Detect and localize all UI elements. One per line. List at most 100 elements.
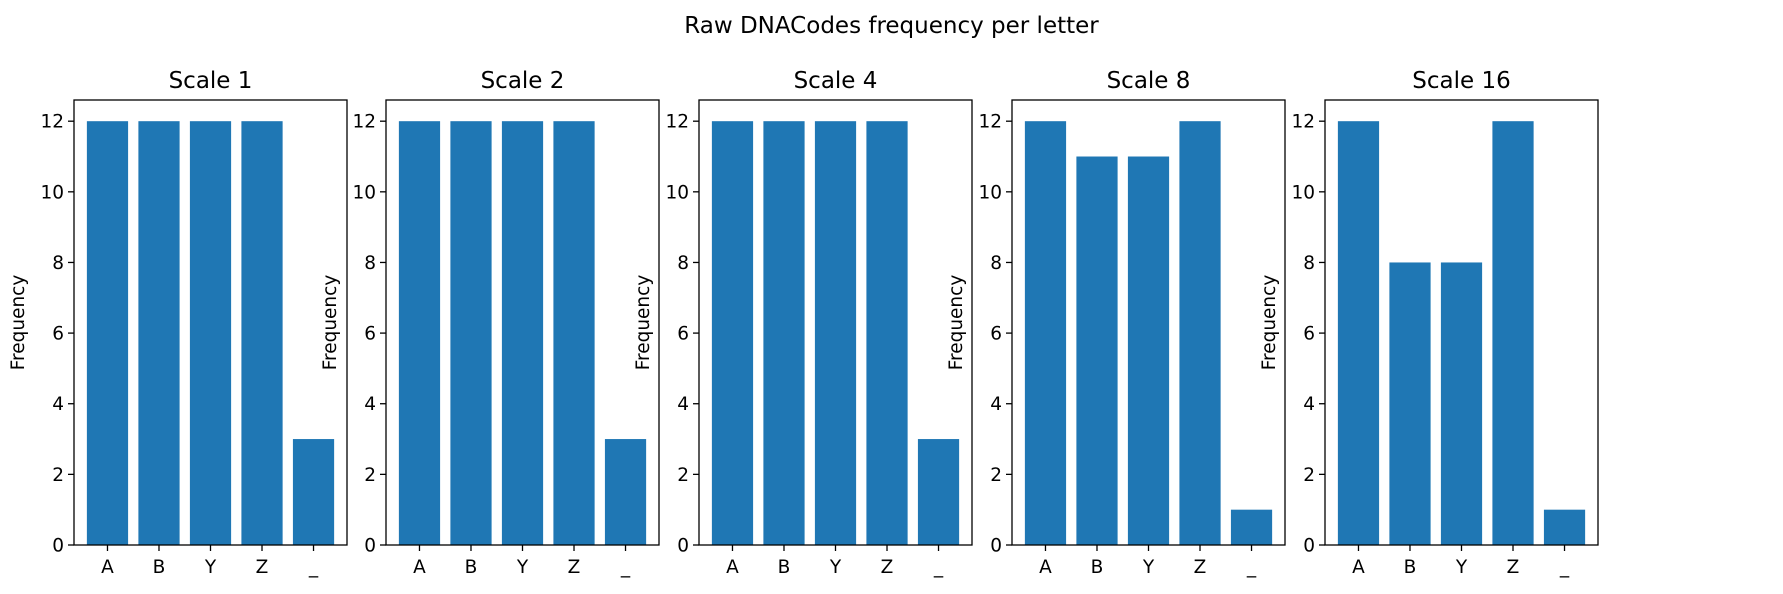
subplots: Scale 1 0 2 4 6 8 10 12 A B Y Z _ Frequency Scale 2 0 2 4… bbox=[8, 68, 1599, 578]
x-tick-label: Y bbox=[1455, 557, 1468, 578]
y-tick-label: 8 bbox=[990, 253, 1002, 274]
subplot-2: Scale 2 0 2 4 6 8 10 12 A B Y Z _ Frequency bbox=[320, 68, 660, 578]
x-tick-label: _ bbox=[933, 557, 944, 578]
y-tick-label: 0 bbox=[52, 536, 64, 557]
y-axis-label: Frequency bbox=[8, 275, 29, 371]
x-tick-label: Y bbox=[829, 557, 842, 578]
bar-Y bbox=[189, 121, 232, 545]
subplot-title: Scale 2 bbox=[481, 68, 565, 94]
y-tick-label: 2 bbox=[990, 465, 1002, 486]
bar-_ bbox=[604, 439, 647, 545]
y-tick-label: 6 bbox=[1303, 324, 1315, 345]
bar-Y bbox=[814, 121, 857, 545]
y-tick-label: 6 bbox=[364, 324, 376, 345]
x-tick-label: _ bbox=[1559, 557, 1570, 578]
bar-Y bbox=[1127, 156, 1170, 545]
bar-A bbox=[1024, 121, 1067, 545]
bar-Z bbox=[241, 121, 283, 545]
bar-B bbox=[763, 121, 805, 545]
x-tick-label: Z bbox=[1507, 557, 1520, 578]
y-tick-label: 2 bbox=[364, 465, 376, 486]
bar-_ bbox=[292, 439, 335, 545]
y-tick-label: 8 bbox=[1303, 253, 1315, 274]
y-tick-label: 12 bbox=[665, 112, 689, 133]
figure-title: Raw DNACodes frequency per letter bbox=[684, 13, 1099, 39]
y-tick-label: 12 bbox=[352, 112, 376, 133]
subplot-title: Scale 8 bbox=[1107, 68, 1191, 94]
x-tick-label: B bbox=[153, 557, 166, 578]
y-tick-label: 4 bbox=[364, 394, 376, 415]
x-tick-label: B bbox=[1404, 557, 1417, 578]
y-tick-label: 4 bbox=[677, 394, 689, 415]
bar-B bbox=[1076, 156, 1118, 545]
y-tick-label: 8 bbox=[52, 253, 64, 274]
x-tick-label: Y bbox=[516, 557, 529, 578]
bar-Z bbox=[866, 121, 908, 545]
y-tick-label: 12 bbox=[40, 112, 64, 133]
bar-A bbox=[711, 121, 754, 545]
y-tick-label: 6 bbox=[677, 324, 689, 345]
bar-Z bbox=[553, 121, 595, 545]
bar-B bbox=[1389, 262, 1431, 545]
y-tick-label: 4 bbox=[52, 394, 64, 415]
y-tick-label: 0 bbox=[677, 536, 689, 557]
x-tick-label: A bbox=[1352, 557, 1365, 578]
subplot-5: Scale 16 0 2 4 6 8 10 12 A B Y Z _ Frequency bbox=[1259, 68, 1599, 578]
subplot-1: Scale 1 0 2 4 6 8 10 12 A B Y Z _ Frequency bbox=[8, 68, 348, 578]
x-tick-label: Y bbox=[204, 557, 217, 578]
y-tick-label: 0 bbox=[1303, 536, 1315, 557]
subplot-title: Scale 16 bbox=[1412, 68, 1510, 94]
y-tick-label: 10 bbox=[978, 182, 1002, 203]
x-tick-label: A bbox=[1039, 557, 1052, 578]
x-tick-label: _ bbox=[308, 557, 319, 578]
bar-Y bbox=[1440, 262, 1483, 545]
y-axis-label: Frequency bbox=[946, 275, 967, 371]
x-tick-label: Z bbox=[256, 557, 269, 578]
subplot-title: Scale 1 bbox=[169, 68, 253, 94]
y-tick-label: 8 bbox=[364, 253, 376, 274]
bar-A bbox=[398, 121, 441, 545]
y-tick-label: 6 bbox=[52, 324, 64, 345]
bar-A bbox=[86, 121, 129, 545]
x-tick-label: Y bbox=[1142, 557, 1155, 578]
y-tick-label: 4 bbox=[990, 394, 1002, 415]
x-tick-label: _ bbox=[620, 557, 631, 578]
x-tick-label: _ bbox=[1246, 557, 1257, 578]
y-tick-label: 2 bbox=[52, 465, 64, 486]
y-tick-label: 0 bbox=[364, 536, 376, 557]
y-tick-label: 12 bbox=[978, 112, 1002, 133]
y-tick-label: 10 bbox=[352, 182, 376, 203]
bar-_ bbox=[917, 439, 960, 545]
y-tick-label: 10 bbox=[40, 182, 64, 203]
subplot-3: Scale 4 0 2 4 6 8 10 12 A B Y Z _ Frequency bbox=[633, 68, 973, 578]
bar-B bbox=[138, 121, 180, 545]
y-tick-label: 0 bbox=[990, 536, 1002, 557]
x-tick-label: B bbox=[465, 557, 478, 578]
bar-A bbox=[1337, 121, 1380, 545]
x-tick-label: Z bbox=[568, 557, 581, 578]
bar-_ bbox=[1543, 509, 1586, 545]
y-axis-label: Frequency bbox=[320, 275, 341, 371]
x-tick-label: A bbox=[413, 557, 426, 578]
y-tick-label: 2 bbox=[1303, 465, 1315, 486]
subplot-4: Scale 8 0 2 4 6 8 10 12 A B Y Z _ Frequency bbox=[946, 68, 1286, 578]
bar-Y bbox=[501, 121, 544, 545]
bar-_ bbox=[1230, 509, 1273, 545]
subplot-title: Scale 4 bbox=[794, 68, 878, 94]
bar-B bbox=[450, 121, 492, 545]
x-tick-label: B bbox=[778, 557, 791, 578]
y-axis-label: Frequency bbox=[633, 275, 654, 371]
y-tick-label: 6 bbox=[990, 324, 1002, 345]
y-tick-label: 10 bbox=[665, 182, 689, 203]
x-tick-label: B bbox=[1091, 557, 1104, 578]
x-tick-label: Z bbox=[1194, 557, 1207, 578]
y-tick-label: 10 bbox=[1291, 182, 1315, 203]
y-tick-label: 8 bbox=[677, 253, 689, 274]
y-tick-label: 2 bbox=[677, 465, 689, 486]
x-tick-label: A bbox=[101, 557, 114, 578]
x-tick-label: Z bbox=[881, 557, 894, 578]
bar-Z bbox=[1179, 121, 1221, 545]
bar-Z bbox=[1492, 121, 1534, 545]
y-axis-label: Frequency bbox=[1259, 275, 1280, 371]
